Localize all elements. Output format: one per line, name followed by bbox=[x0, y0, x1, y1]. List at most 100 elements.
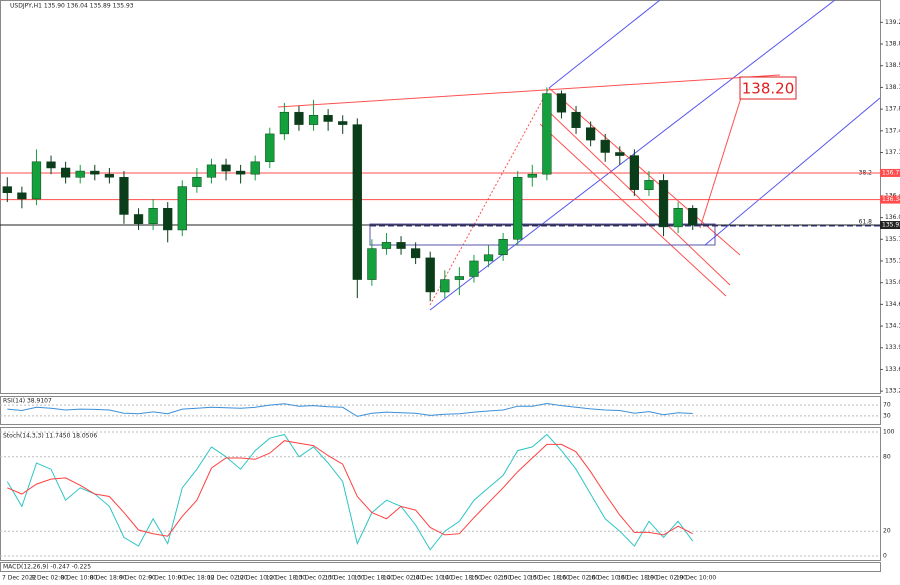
indicator-line bbox=[6, 433, 694, 551]
level-box bbox=[880, 195, 900, 204]
x-tick-label: 19 Dec 02:00 bbox=[647, 575, 688, 582]
y-tick-label: 136.05 bbox=[885, 214, 900, 221]
range-box bbox=[369, 223, 716, 246]
rsi-panel bbox=[0, 396, 881, 425]
y-tick-label: 133.25 bbox=[885, 388, 900, 395]
level-label: 136.77 bbox=[882, 169, 900, 176]
candle-body bbox=[279, 111, 289, 135]
drawings bbox=[277, 0, 881, 311]
channel-line bbox=[429, 0, 836, 311]
candle-body bbox=[673, 208, 683, 228]
x-tick-label: 12 Dec 10:00 bbox=[236, 575, 277, 582]
x-tick-label: 8 Dec 02:00 bbox=[31, 575, 68, 582]
x-tick-label: 12 Dec 18:00 bbox=[266, 575, 307, 582]
candle-body bbox=[177, 186, 187, 231]
x-tick-label: 9 Dec 02:00 bbox=[119, 575, 156, 582]
candle-body bbox=[104, 173, 114, 178]
trend-line bbox=[277, 74, 781, 108]
candle-body bbox=[658, 180, 669, 228]
y-tick-label: 137.10 bbox=[885, 149, 900, 156]
trend-line bbox=[429, 89, 549, 306]
candle-body bbox=[265, 133, 275, 163]
y-tick-label: 138.15 bbox=[885, 84, 900, 91]
indicator-line bbox=[7, 402, 693, 417]
candle-body bbox=[236, 170, 246, 175]
y-tick-label: 70 bbox=[883, 402, 891, 409]
candle-body bbox=[31, 161, 42, 200]
candle-body bbox=[133, 214, 144, 225]
y-tick-label: 133.95 bbox=[885, 344, 900, 351]
candle-body bbox=[396, 242, 406, 249]
x-tick-label: 9 Dec 18:00 bbox=[178, 575, 215, 582]
candle-body bbox=[688, 208, 698, 226]
y-tick-label: 137.45 bbox=[885, 127, 900, 134]
candle-body bbox=[352, 124, 362, 280]
x-tick-label: 16 Dec 18:00 bbox=[617, 575, 658, 582]
target-box bbox=[739, 76, 797, 100]
y-tick-label: 30 bbox=[883, 412, 891, 419]
x-tick-label: 19 Dec 10:00 bbox=[676, 575, 717, 582]
x-tick-label: 15 Dec 18:00 bbox=[529, 575, 570, 582]
level-label: 136.34 bbox=[882, 196, 900, 203]
candle-body bbox=[527, 173, 537, 178]
level-label: 135.93 bbox=[882, 222, 900, 229]
candle-body bbox=[513, 177, 523, 240]
candle-body bbox=[367, 248, 377, 280]
x-tick-label: 13 Dec 18:00 bbox=[354, 575, 395, 582]
y-tick-label: 134.65 bbox=[885, 301, 900, 308]
y-tick-label: 139.20 bbox=[885, 19, 900, 26]
candle-body bbox=[440, 279, 450, 293]
candle-body bbox=[338, 121, 348, 125]
candle-body bbox=[46, 161, 56, 169]
candle-body bbox=[586, 127, 596, 141]
indicator-title: RSI(14) 38.9107 bbox=[3, 398, 52, 405]
y-tick-label: 135.00 bbox=[885, 279, 900, 286]
y-tick-label: 137.80 bbox=[885, 106, 900, 113]
y-tick-label: 138.50 bbox=[885, 62, 900, 69]
x-tick-label: 9 Dec 10:00 bbox=[149, 575, 186, 582]
candle-body bbox=[206, 164, 217, 178]
candle-body bbox=[600, 139, 610, 153]
channel-line bbox=[704, 97, 881, 246]
candle-body bbox=[425, 257, 435, 293]
candle-body bbox=[629, 155, 639, 190]
indicator-line bbox=[7, 440, 693, 537]
candle-body bbox=[498, 239, 508, 256]
candle-body bbox=[381, 242, 392, 249]
y-tick-label: 20 bbox=[883, 528, 891, 535]
channel-line bbox=[544, 107, 731, 286]
candle-body bbox=[615, 152, 625, 156]
x-tick-label: 13 Dec 02:00 bbox=[295, 575, 336, 582]
target-label: 138.20 bbox=[742, 80, 795, 98]
level-box bbox=[880, 168, 900, 177]
x-tick-label: 15 Dec 10:00 bbox=[500, 575, 541, 582]
macd-panel bbox=[0, 562, 881, 572]
candle-body bbox=[119, 177, 129, 215]
x-tick-label: 15 Dec 02:00 bbox=[471, 575, 512, 582]
candle-body bbox=[250, 161, 260, 175]
x-tick-label: 14 Dec 10:00 bbox=[412, 575, 453, 582]
chart-title: USDJPY,H1 135.90 136.04 135.89 135.93 bbox=[10, 3, 134, 10]
level-box bbox=[880, 221, 900, 230]
x-tick-label: 14 Dec 18:00 bbox=[442, 575, 483, 582]
y-tick-label: 100 bbox=[883, 429, 895, 436]
candle-body bbox=[294, 111, 304, 125]
x-tick-label: 16 Dec 10:00 bbox=[588, 575, 629, 582]
candle-body bbox=[221, 164, 231, 172]
candle-body bbox=[192, 177, 202, 187]
y-tick-label: 0 bbox=[883, 553, 887, 560]
candle-body bbox=[454, 276, 464, 280]
y-tick-label: 138.85 bbox=[885, 41, 900, 48]
candle-body bbox=[2, 186, 12, 194]
y-tick-label: 135.70 bbox=[885, 236, 900, 243]
candle-body bbox=[308, 115, 319, 125]
candle-body bbox=[163, 208, 173, 231]
channel-line bbox=[548, 0, 661, 89]
candle-body bbox=[323, 115, 333, 122]
x-tick-label: 13 Dec 10:00 bbox=[324, 575, 365, 582]
candle-body bbox=[90, 170, 100, 175]
fib-label: 61.8 bbox=[859, 219, 873, 226]
stoch-panel bbox=[0, 427, 881, 561]
channel-line bbox=[548, 87, 741, 256]
candle-body bbox=[571, 111, 581, 128]
